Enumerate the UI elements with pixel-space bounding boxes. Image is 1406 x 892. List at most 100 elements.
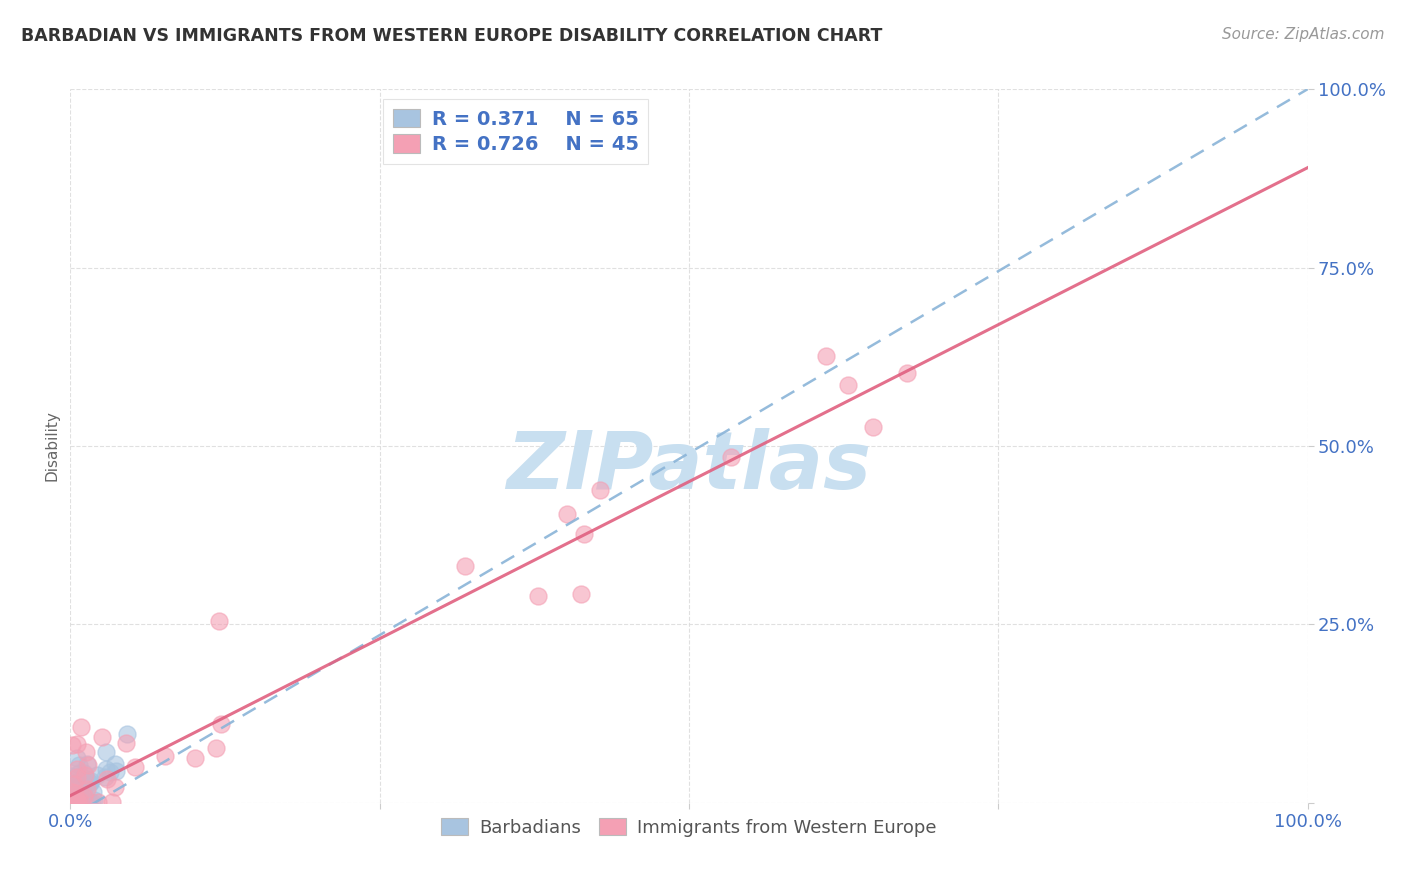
- Point: [896, 366, 918, 380]
- Point: [62, 770, 84, 784]
- Point: [98, 765, 121, 780]
- Point: [94, 762, 117, 776]
- Point: [204, 740, 226, 755]
- Point: [67, 795, 90, 809]
- Point: [65, 795, 87, 809]
- Point: [66, 795, 89, 809]
- Point: [66, 751, 89, 765]
- Point: [66, 762, 89, 776]
- Point: [65, 794, 87, 808]
- Point: [209, 717, 232, 731]
- Point: [62, 795, 84, 809]
- Point: [62, 795, 84, 809]
- Legend: Barbadians, Immigrants from Western Europe: Barbadians, Immigrants from Western Euro…: [434, 811, 943, 844]
- Text: ZIPatlas: ZIPatlas: [506, 428, 872, 507]
- Point: [69, 793, 91, 807]
- Point: [76, 758, 98, 772]
- Point: [60, 769, 83, 783]
- Point: [73, 765, 96, 780]
- Point: [82, 785, 104, 799]
- Point: [94, 745, 117, 759]
- Point: [96, 772, 118, 787]
- Point: [66, 784, 89, 798]
- Point: [62, 795, 84, 809]
- Point: [837, 378, 859, 392]
- Text: Source: ZipAtlas.com: Source: ZipAtlas.com: [1222, 27, 1385, 42]
- Point: [67, 795, 90, 809]
- Point: [77, 775, 100, 789]
- Point: [62, 784, 84, 798]
- Point: [67, 790, 90, 805]
- Point: [73, 789, 96, 804]
- Point: [589, 483, 612, 498]
- Point: [105, 764, 128, 779]
- Point: [80, 774, 103, 789]
- Point: [75, 795, 97, 809]
- Point: [63, 777, 86, 791]
- Point: [72, 795, 94, 809]
- Point: [814, 349, 837, 363]
- Point: [63, 795, 86, 809]
- Point: [70, 795, 93, 809]
- Point: [63, 787, 86, 801]
- Point: [69, 795, 91, 809]
- Point: [67, 766, 90, 780]
- Point: [69, 795, 91, 809]
- Point: [70, 775, 93, 789]
- Point: [60, 779, 83, 793]
- Point: [115, 727, 138, 741]
- Point: [79, 795, 101, 809]
- Point: [555, 507, 578, 521]
- Point: [70, 795, 93, 809]
- Point: [75, 746, 97, 760]
- Point: [60, 789, 83, 804]
- Point: [124, 760, 146, 774]
- Point: [862, 420, 884, 434]
- Point: [75, 772, 97, 786]
- Point: [60, 795, 83, 809]
- Point: [65, 795, 87, 809]
- Point: [60, 795, 83, 809]
- Point: [67, 795, 90, 809]
- Point: [184, 751, 207, 765]
- Point: [67, 757, 90, 772]
- Point: [527, 589, 550, 603]
- Point: [76, 781, 98, 796]
- Point: [67, 795, 90, 809]
- Point: [60, 785, 83, 799]
- Point: [66, 775, 89, 789]
- Point: [67, 795, 90, 809]
- Point: [91, 731, 114, 745]
- Point: [86, 768, 108, 782]
- Point: [76, 756, 98, 771]
- Point: [720, 450, 742, 464]
- Point: [66, 795, 89, 809]
- Point: [94, 770, 117, 784]
- Point: [569, 587, 592, 601]
- Point: [62, 795, 84, 809]
- Point: [115, 735, 138, 749]
- Point: [60, 776, 83, 790]
- Point: [73, 768, 96, 782]
- Point: [66, 770, 89, 784]
- Point: [60, 795, 83, 809]
- Point: [77, 795, 100, 809]
- Point: [70, 795, 93, 809]
- Text: BARBADIAN VS IMMIGRANTS FROM WESTERN EUROPE DISABILITY CORRELATION CHART: BARBADIAN VS IMMIGRANTS FROM WESTERN EUR…: [21, 27, 883, 45]
- Point: [104, 757, 127, 772]
- Point: [87, 795, 110, 809]
- Point: [574, 526, 596, 541]
- Y-axis label: Disability: Disability: [44, 410, 59, 482]
- Point: [65, 779, 87, 793]
- Point: [104, 780, 127, 795]
- Point: [69, 786, 91, 800]
- Point: [69, 720, 91, 734]
- Point: [63, 795, 86, 809]
- Point: [69, 795, 91, 809]
- Point: [69, 795, 91, 809]
- Point: [63, 795, 86, 809]
- Point: [76, 795, 98, 809]
- Point: [208, 615, 231, 629]
- Point: [80, 795, 103, 809]
- Point: [79, 776, 101, 790]
